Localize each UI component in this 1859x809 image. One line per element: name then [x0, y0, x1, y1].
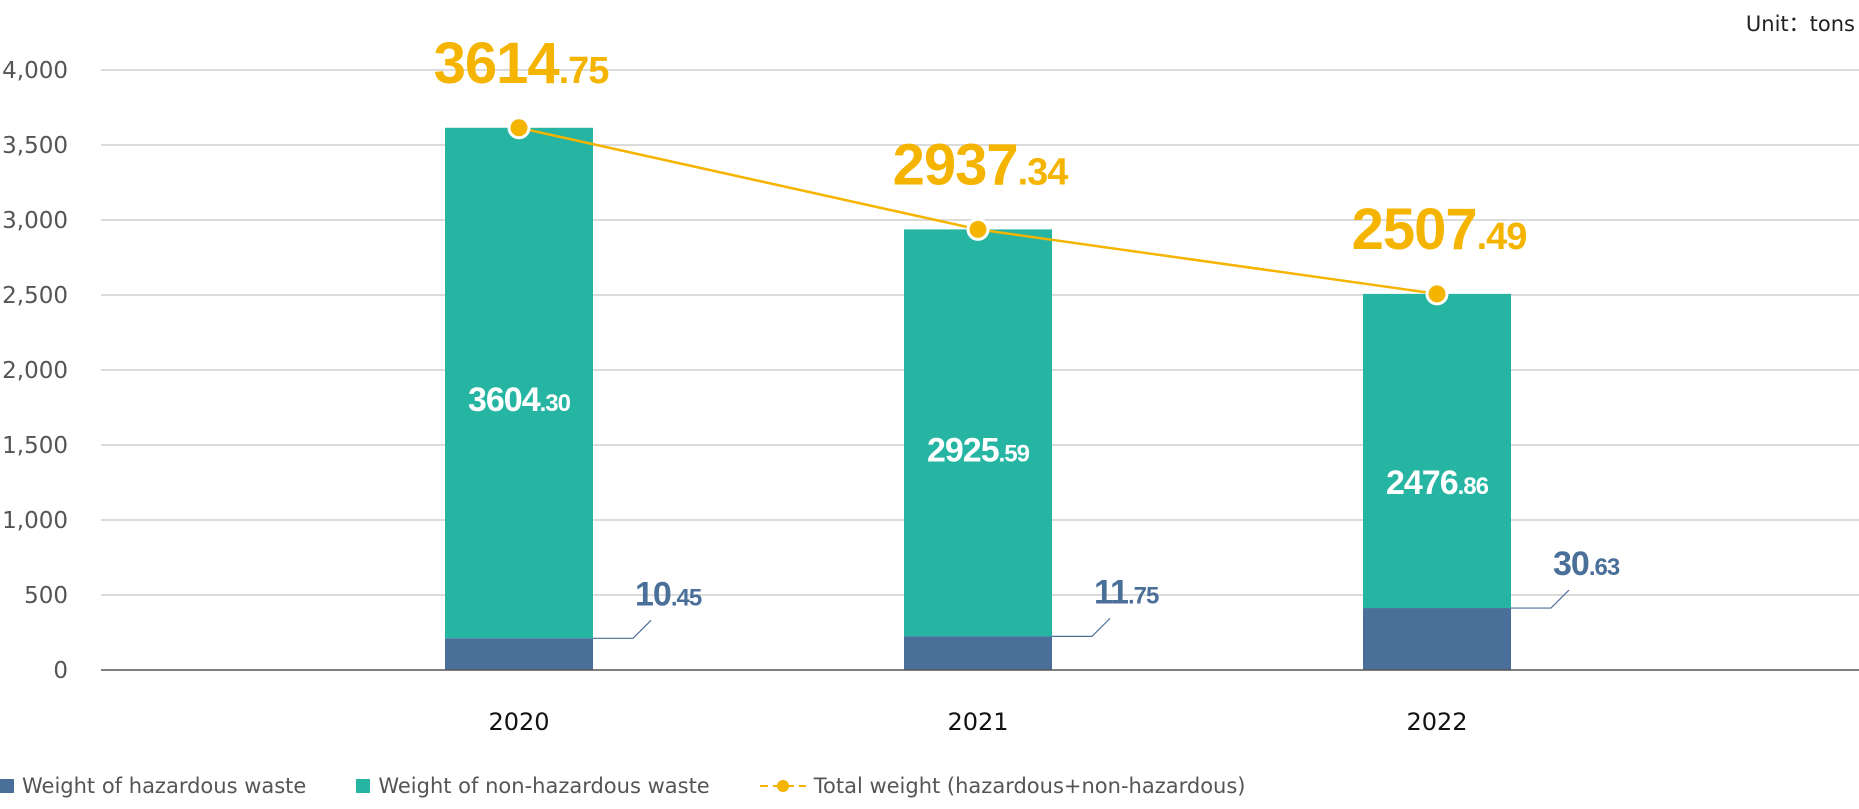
- data-label-total: 2937.34: [893, 132, 1069, 197]
- data-label-hazardous: 10.45: [635, 575, 702, 613]
- legend-swatch-non-hazardous: [356, 779, 371, 793]
- legend-label-hazardous: Weight of hazardous waste: [22, 774, 307, 798]
- total-point: [507, 116, 531, 140]
- legend-swatch-hazardous: [0, 779, 14, 793]
- leader-line: [593, 619, 652, 639]
- y-tick-label: 0: [53, 658, 68, 684]
- unit-label: Unit：tons: [1745, 12, 1855, 36]
- data-label-total: 3614.75: [434, 31, 610, 96]
- legend-label-total: Total weight (hazardous+non-hazardous): [813, 774, 1246, 798]
- y-tick-label: 2,000: [2, 358, 68, 384]
- bar-non-hazardous: [445, 127, 593, 639]
- data-label-non-hazardous: 3604.30: [468, 381, 571, 419]
- total-point: [966, 217, 990, 241]
- y-tick-label: 2,500: [2, 283, 68, 309]
- bar-hazardous: [1363, 608, 1511, 670]
- y-tick-label: 3,000: [2, 208, 68, 234]
- y-tick-label: 3,500: [2, 133, 68, 159]
- bar-hazardous: [904, 636, 1052, 670]
- data-label-hazardous: 11.75: [1094, 573, 1159, 611]
- y-tick-label: 4,000: [2, 58, 68, 84]
- legend-item-total: Total weight (hazardous+non-hazardous): [759, 774, 1246, 798]
- legend-item-non-hazardous: Weight of non-hazardous waste: [356, 774, 710, 798]
- bar-non-hazardous: [1363, 293, 1511, 609]
- y-tick-label: 500: [24, 583, 68, 609]
- data-label-total: 2507.49: [1352, 197, 1527, 262]
- legend: Weight of hazardous waste Weight of non-…: [0, 774, 1296, 798]
- y-tick-label: 1,000: [2, 508, 68, 534]
- leader-line: [1511, 589, 1570, 609]
- data-label-non-hazardous: 2925.59: [927, 432, 1030, 470]
- total-point: [1425, 282, 1449, 306]
- leader-line: [1052, 617, 1111, 637]
- data-label-hazardous: 30.63: [1553, 545, 1620, 583]
- legend-item-hazardous: Weight of hazardous waste: [0, 774, 306, 798]
- bar-non-hazardous: [904, 229, 1052, 637]
- x-tick-label: 2020: [488, 708, 549, 736]
- legend-label-non-hazardous: Weight of non-hazardous waste: [378, 774, 710, 798]
- legend-line-marker-icon: [759, 780, 806, 792]
- data-label-non-hazardous: 2476.86: [1386, 464, 1489, 502]
- x-tick-label: 2021: [947, 708, 1008, 736]
- y-tick-label: 1,500: [2, 433, 68, 459]
- x-tick-label: 2022: [1406, 708, 1467, 736]
- bar-hazardous: [445, 638, 593, 670]
